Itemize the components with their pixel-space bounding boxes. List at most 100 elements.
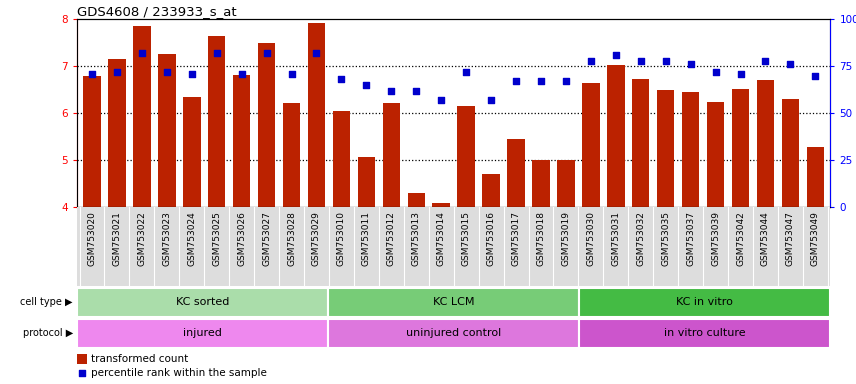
Bar [282,103,300,207]
Text: transformed count: transformed count [91,354,187,364]
Bar [806,147,824,207]
Bar [707,101,724,207]
Text: injured: injured [183,328,222,338]
Bar [328,288,580,317]
Bar [134,26,151,207]
Bar [457,106,475,207]
Text: GSM753044: GSM753044 [761,211,770,266]
Bar [158,55,175,207]
Bar [208,36,225,207]
Text: GSM753012: GSM753012 [387,211,395,266]
Point [409,88,423,94]
Text: protocol ▶: protocol ▶ [22,328,73,338]
Bar [358,157,375,207]
Text: uninjured control: uninjured control [406,328,502,338]
Bar [657,90,675,207]
Point [734,71,747,77]
Point [758,58,772,64]
Text: GSM753037: GSM753037 [687,211,695,266]
Text: GSM753021: GSM753021 [112,211,122,266]
Text: KC in vitro: KC in vitro [676,297,734,308]
Text: cell type ▶: cell type ▶ [21,297,73,308]
Bar [580,288,830,317]
Point [460,69,473,75]
Point [559,78,573,84]
Text: GSM753027: GSM753027 [262,211,271,266]
Point [185,71,199,77]
Text: GSM753022: GSM753022 [138,211,146,266]
Bar [782,99,800,207]
Point [659,58,673,64]
Bar [183,97,200,207]
Text: GSM753025: GSM753025 [212,211,221,266]
Point [609,52,622,58]
Point [709,69,722,75]
Bar [483,174,500,207]
Bar [508,139,525,207]
Text: GSM753042: GSM753042 [736,211,745,266]
Bar [83,76,101,207]
Text: GSM753015: GSM753015 [461,211,471,266]
Text: GSM753030: GSM753030 [586,211,596,266]
Bar [757,80,774,207]
Text: GSM753026: GSM753026 [237,211,247,266]
Point [509,78,523,84]
Bar [532,161,550,207]
Bar [233,75,251,207]
Bar [108,59,126,207]
Text: GSM753024: GSM753024 [187,211,196,266]
Bar [682,92,699,207]
Point [534,78,548,84]
Point [259,50,273,56]
Point [484,97,498,103]
Text: GDS4608 / 233933_s_at: GDS4608 / 233933_s_at [77,5,236,18]
Bar [328,319,580,348]
Point [160,69,174,75]
Text: GSM753016: GSM753016 [486,211,496,266]
Bar [77,319,328,348]
Text: percentile rank within the sample: percentile rank within the sample [91,368,266,378]
Bar [580,319,830,348]
Bar [77,354,86,364]
Text: in vitro culture: in vitro culture [664,328,746,338]
Text: GSM753019: GSM753019 [562,211,570,266]
Text: GSM753020: GSM753020 [87,211,97,266]
Point [684,61,698,68]
Text: GSM753014: GSM753014 [437,211,446,266]
Text: GSM753023: GSM753023 [163,211,171,266]
Text: GSM753011: GSM753011 [362,211,371,266]
Bar [258,43,276,207]
Text: GSM753047: GSM753047 [786,211,795,266]
Bar [77,288,328,317]
Bar [582,83,599,207]
Bar [432,203,450,207]
Text: GSM753031: GSM753031 [611,211,621,266]
Text: GSM753049: GSM753049 [811,211,820,266]
Text: GSM753013: GSM753013 [412,211,421,266]
Bar [607,65,625,207]
Text: GSM753010: GSM753010 [337,211,346,266]
Point [85,71,98,77]
Text: GSM753035: GSM753035 [661,211,670,266]
Text: GSM753017: GSM753017 [512,211,520,266]
Text: GSM753039: GSM753039 [711,211,720,266]
Text: KC sorted: KC sorted [175,297,229,308]
Point [310,50,324,56]
Point [135,50,149,56]
Bar [333,111,350,207]
Point [235,71,248,77]
Point [634,58,648,64]
Point [75,370,89,376]
Text: GSM753028: GSM753028 [287,211,296,266]
Point [360,82,373,88]
Text: GSM753029: GSM753029 [312,211,321,266]
Bar [732,89,749,207]
Bar [557,161,574,207]
Point [584,58,597,64]
Point [110,69,124,75]
Point [285,71,299,77]
Text: GSM753032: GSM753032 [636,211,645,266]
Point [384,88,398,94]
Bar [632,79,650,207]
Text: GSM753018: GSM753018 [537,211,545,266]
